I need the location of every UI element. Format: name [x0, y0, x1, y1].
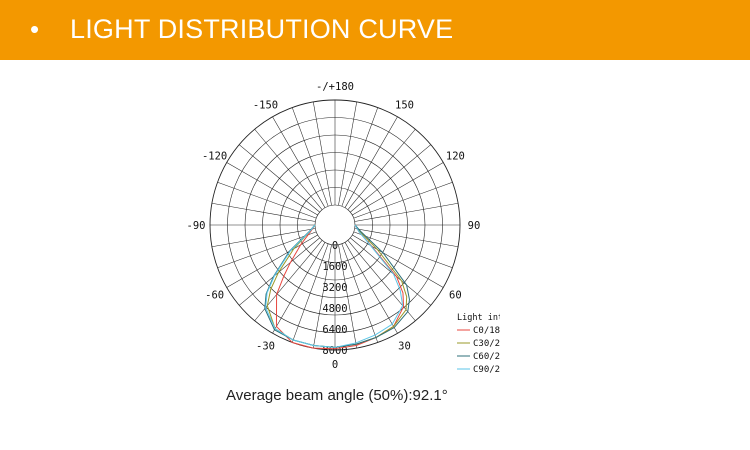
radial-tick-label: 4800 — [322, 303, 347, 315]
polar-chart: 016003200480064008000-/+180150-150120-12… — [187, 81, 500, 375]
angle-label: -60 — [205, 290, 224, 302]
grid-spoke — [313, 244, 332, 349]
grid-spoke — [341, 243, 379, 343]
grid-spoke — [338, 101, 357, 206]
grid-spoke — [341, 107, 379, 207]
series-curve-3 — [265, 224, 404, 348]
grid-spoke — [352, 162, 444, 216]
grid-spoke — [347, 240, 416, 321]
grid-spoke — [272, 242, 326, 334]
legend-label: C60/240,96.4° — [473, 352, 500, 362]
radial-tick-label: 3200 — [322, 282, 347, 294]
grid-spoke — [254, 129, 323, 210]
series-curve-0 — [275, 224, 405, 350]
grid-spoke — [239, 144, 320, 213]
grid-spoke — [352, 234, 444, 288]
grid-spoke — [354, 228, 459, 247]
grid-spoke — [226, 234, 318, 288]
grid-spoke — [217, 231, 317, 269]
grid-spoke — [353, 231, 453, 269]
angle-label: 90 — [468, 220, 481, 232]
grid-spoke — [291, 243, 329, 343]
legend-title: Light intensity:cd — [457, 313, 500, 323]
title-bar: • LIGHT DISTRIBUTION CURVE — [0, 0, 750, 60]
grid-spoke — [291, 107, 329, 207]
angle-label: 60 — [449, 290, 462, 302]
page-title: LIGHT DISTRIBUTION CURVE — [70, 14, 454, 44]
angle-label: 120 — [446, 151, 465, 163]
grid-spoke — [344, 116, 398, 208]
angle-label: -150 — [253, 100, 278, 112]
radial-tick-label: 6400 — [322, 324, 347, 336]
title-bullet: • — [30, 14, 40, 44]
grid-spoke — [350, 144, 431, 213]
grid-spoke — [313, 101, 332, 206]
angle-label: -30 — [256, 340, 275, 352]
angle-label: -/+180 — [316, 81, 354, 93]
beam-angle-caption: Average beam angle (50%):92.1° — [226, 387, 448, 404]
grid-spoke — [226, 162, 318, 216]
grid-spoke — [338, 244, 357, 349]
legend-label: C30/210,92.9° — [473, 339, 500, 349]
angle-label: 150 — [395, 100, 414, 112]
grid-circle — [314, 204, 356, 246]
radial-tick-label: 0 — [332, 240, 338, 252]
grid-spoke — [344, 242, 398, 334]
grid-spoke — [353, 181, 453, 219]
grid-spoke — [272, 116, 326, 208]
angle-label: -90 — [187, 220, 206, 232]
legend-label: C0/180,87.4° — [473, 326, 500, 336]
angle-label: 0 — [332, 359, 338, 371]
grid-spoke — [211, 228, 316, 247]
grid-spoke — [211, 203, 316, 222]
grid-spoke — [347, 129, 416, 210]
angle-label: -120 — [202, 151, 227, 163]
grid-spoke — [217, 181, 317, 219]
radial-tick-label: 1600 — [322, 261, 347, 273]
legend-label: C90/270,91.9° — [473, 365, 500, 375]
grid-spoke — [350, 237, 431, 306]
angle-label: 30 — [398, 340, 411, 352]
grid-spoke — [354, 203, 459, 222]
